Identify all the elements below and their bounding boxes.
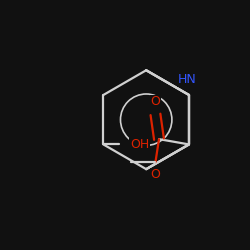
Text: OH: OH: [130, 138, 149, 151]
Text: HN: HN: [178, 73, 197, 86]
Text: O: O: [150, 168, 160, 181]
Text: O: O: [150, 95, 160, 108]
